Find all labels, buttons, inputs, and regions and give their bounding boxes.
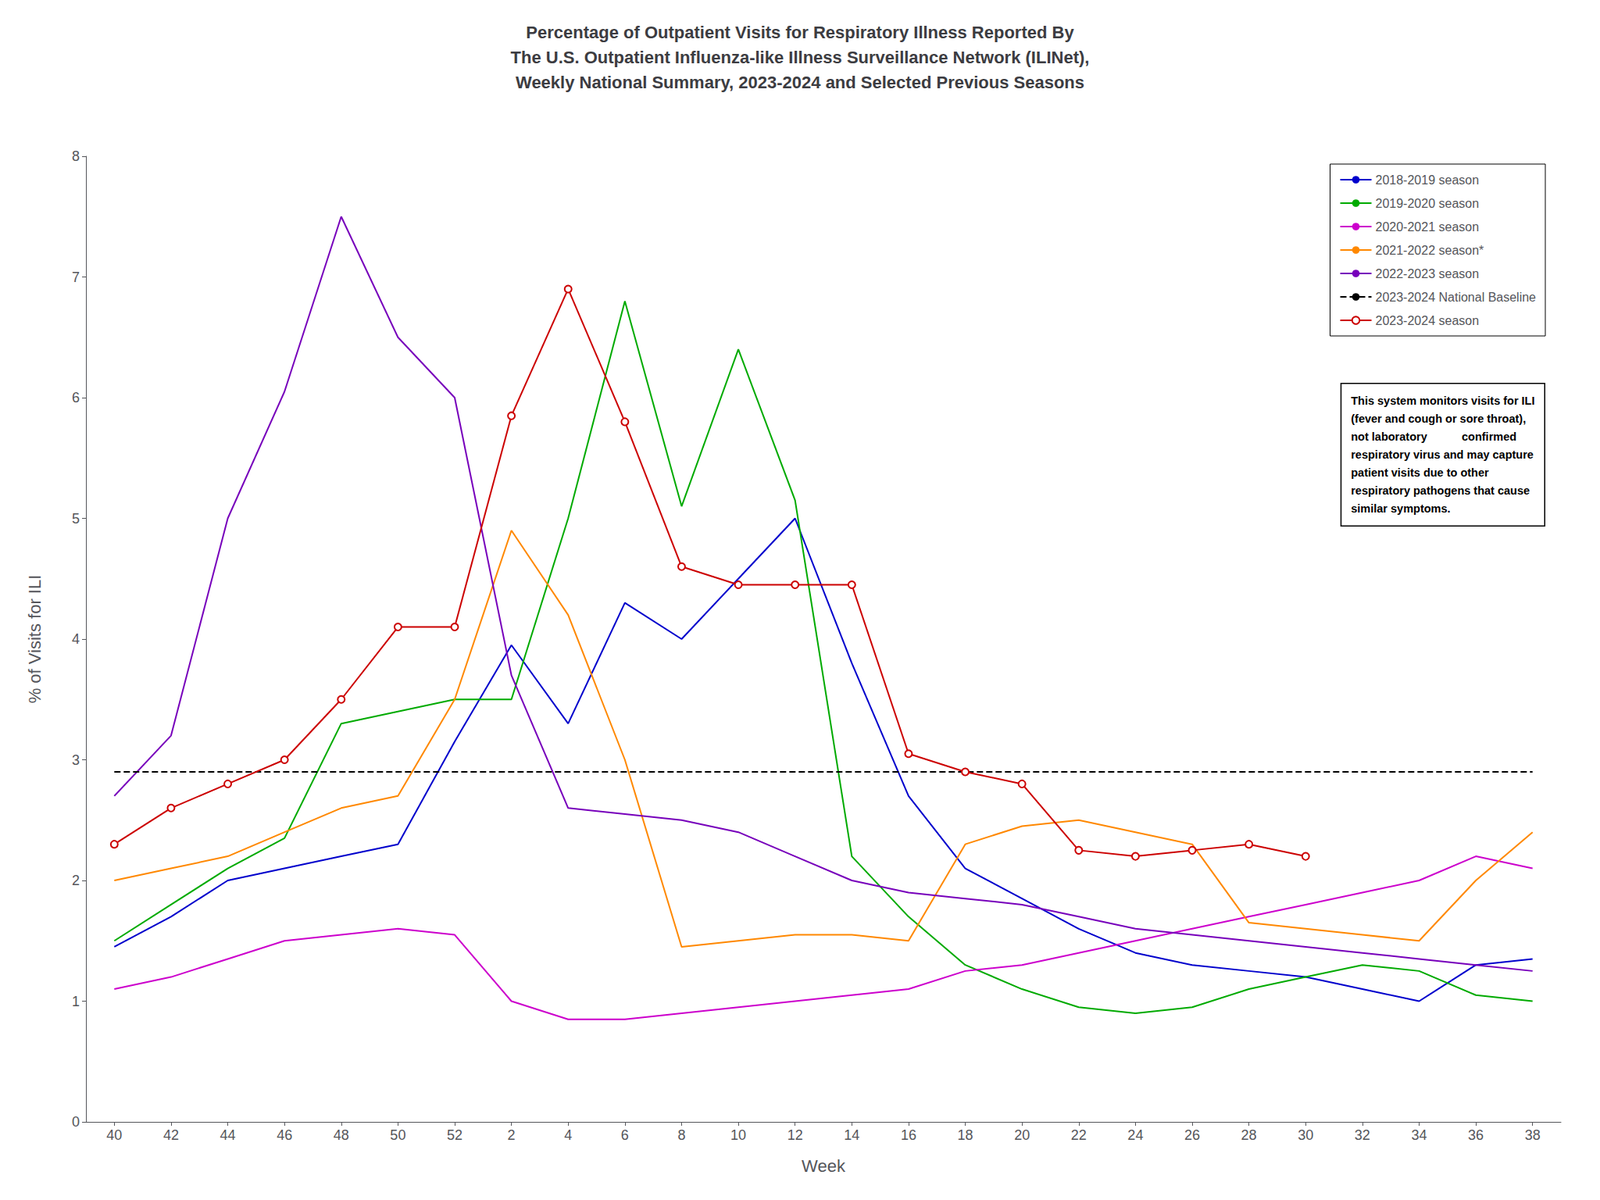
- svg-text:20: 20: [1014, 1127, 1030, 1143]
- svg-text:36: 36: [1467, 1127, 1484, 1143]
- svg-text:46: 46: [276, 1127, 293, 1143]
- svg-text:34: 34: [1410, 1127, 1427, 1143]
- svg-text:32: 32: [1354, 1127, 1371, 1143]
- svg-text:12: 12: [787, 1127, 804, 1143]
- svg-text:44: 44: [220, 1127, 236, 1143]
- svg-text:52: 52: [446, 1127, 463, 1143]
- svg-text:2022-2023 season: 2022-2023 season: [1375, 267, 1480, 281]
- svg-text:48: 48: [333, 1127, 350, 1143]
- svg-text:26: 26: [1184, 1127, 1200, 1143]
- svg-text:This system monitors visits fo: This system monitors visits for ILI: [1350, 394, 1535, 408]
- svg-text:24: 24: [1127, 1127, 1143, 1143]
- svg-text:3: 3: [71, 752, 80, 768]
- svg-text:38: 38: [1525, 1127, 1541, 1143]
- svg-text:patient visits due to other: patient visits due to other: [1350, 466, 1490, 479]
- svg-text:respiratory pathogens that cau: respiratory pathogens that cause: [1350, 484, 1530, 497]
- svg-text:The U.S. Outpatient Influenza-: The U.S. Outpatient Influenza-like Illne…: [510, 47, 1090, 68]
- svg-text:% of Visits for ILI: % of Visits for ILI: [25, 575, 45, 704]
- svg-text:8: 8: [677, 1127, 686, 1143]
- svg-text:respiratory virus and may capt: respiratory virus and may capture: [1350, 448, 1534, 461]
- svg-text:10: 10: [730, 1127, 747, 1143]
- svg-text:4: 4: [71, 631, 80, 647]
- svg-text:50: 50: [389, 1127, 406, 1143]
- svg-text:1: 1: [71, 993, 80, 1010]
- svg-text:2: 2: [71, 872, 80, 889]
- svg-text:40: 40: [106, 1127, 122, 1143]
- svg-text:2020-2021 season: 2020-2021 season: [1375, 220, 1480, 234]
- svg-text:42: 42: [163, 1127, 179, 1143]
- svg-text:2023-2024 season: 2023-2024 season: [1375, 314, 1480, 328]
- svg-text:16: 16: [900, 1127, 917, 1143]
- svg-text:2023-2024 National Baseline: 2023-2024 National Baseline: [1375, 290, 1537, 304]
- svg-text:6: 6: [621, 1127, 629, 1143]
- svg-text:2: 2: [507, 1127, 516, 1143]
- svg-text:6: 6: [71, 389, 80, 406]
- svg-text:8: 8: [71, 148, 80, 165]
- svg-text:0: 0: [71, 1114, 80, 1130]
- svg-text:30: 30: [1297, 1127, 1314, 1143]
- svg-text:(fever and cough or sore throa: (fever and cough or sore throat),: [1350, 412, 1526, 425]
- svg-text:2018-2019 season: 2018-2019 season: [1375, 173, 1480, 187]
- svg-text:28: 28: [1241, 1127, 1258, 1143]
- svg-text:2021-2022 season*: 2021-2022 season*: [1375, 243, 1485, 258]
- svg-text:Weekly National Summary, 2023-: Weekly National Summary, 2023-2024 and S…: [515, 72, 1085, 93]
- svg-text:22: 22: [1071, 1127, 1087, 1143]
- svg-text:4: 4: [564, 1127, 572, 1143]
- svg-text:Week: Week: [801, 1156, 847, 1176]
- svg-text:Percentage of Outpatient Visit: Percentage of Outpatient Visits for Resp…: [525, 22, 1075, 43]
- svg-text:18: 18: [957, 1127, 974, 1143]
- svg-text:2019-2020 season: 2019-2020 season: [1375, 196, 1480, 211]
- svg-text:7: 7: [71, 269, 80, 286]
- svg-text:5: 5: [71, 510, 80, 527]
- svg-text:not laboratory confi: not laboratory confirmed: [1350, 430, 1517, 443]
- svg-text:similar symptoms.: similar symptoms.: [1350, 502, 1450, 515]
- svg-text:14: 14: [843, 1127, 860, 1143]
